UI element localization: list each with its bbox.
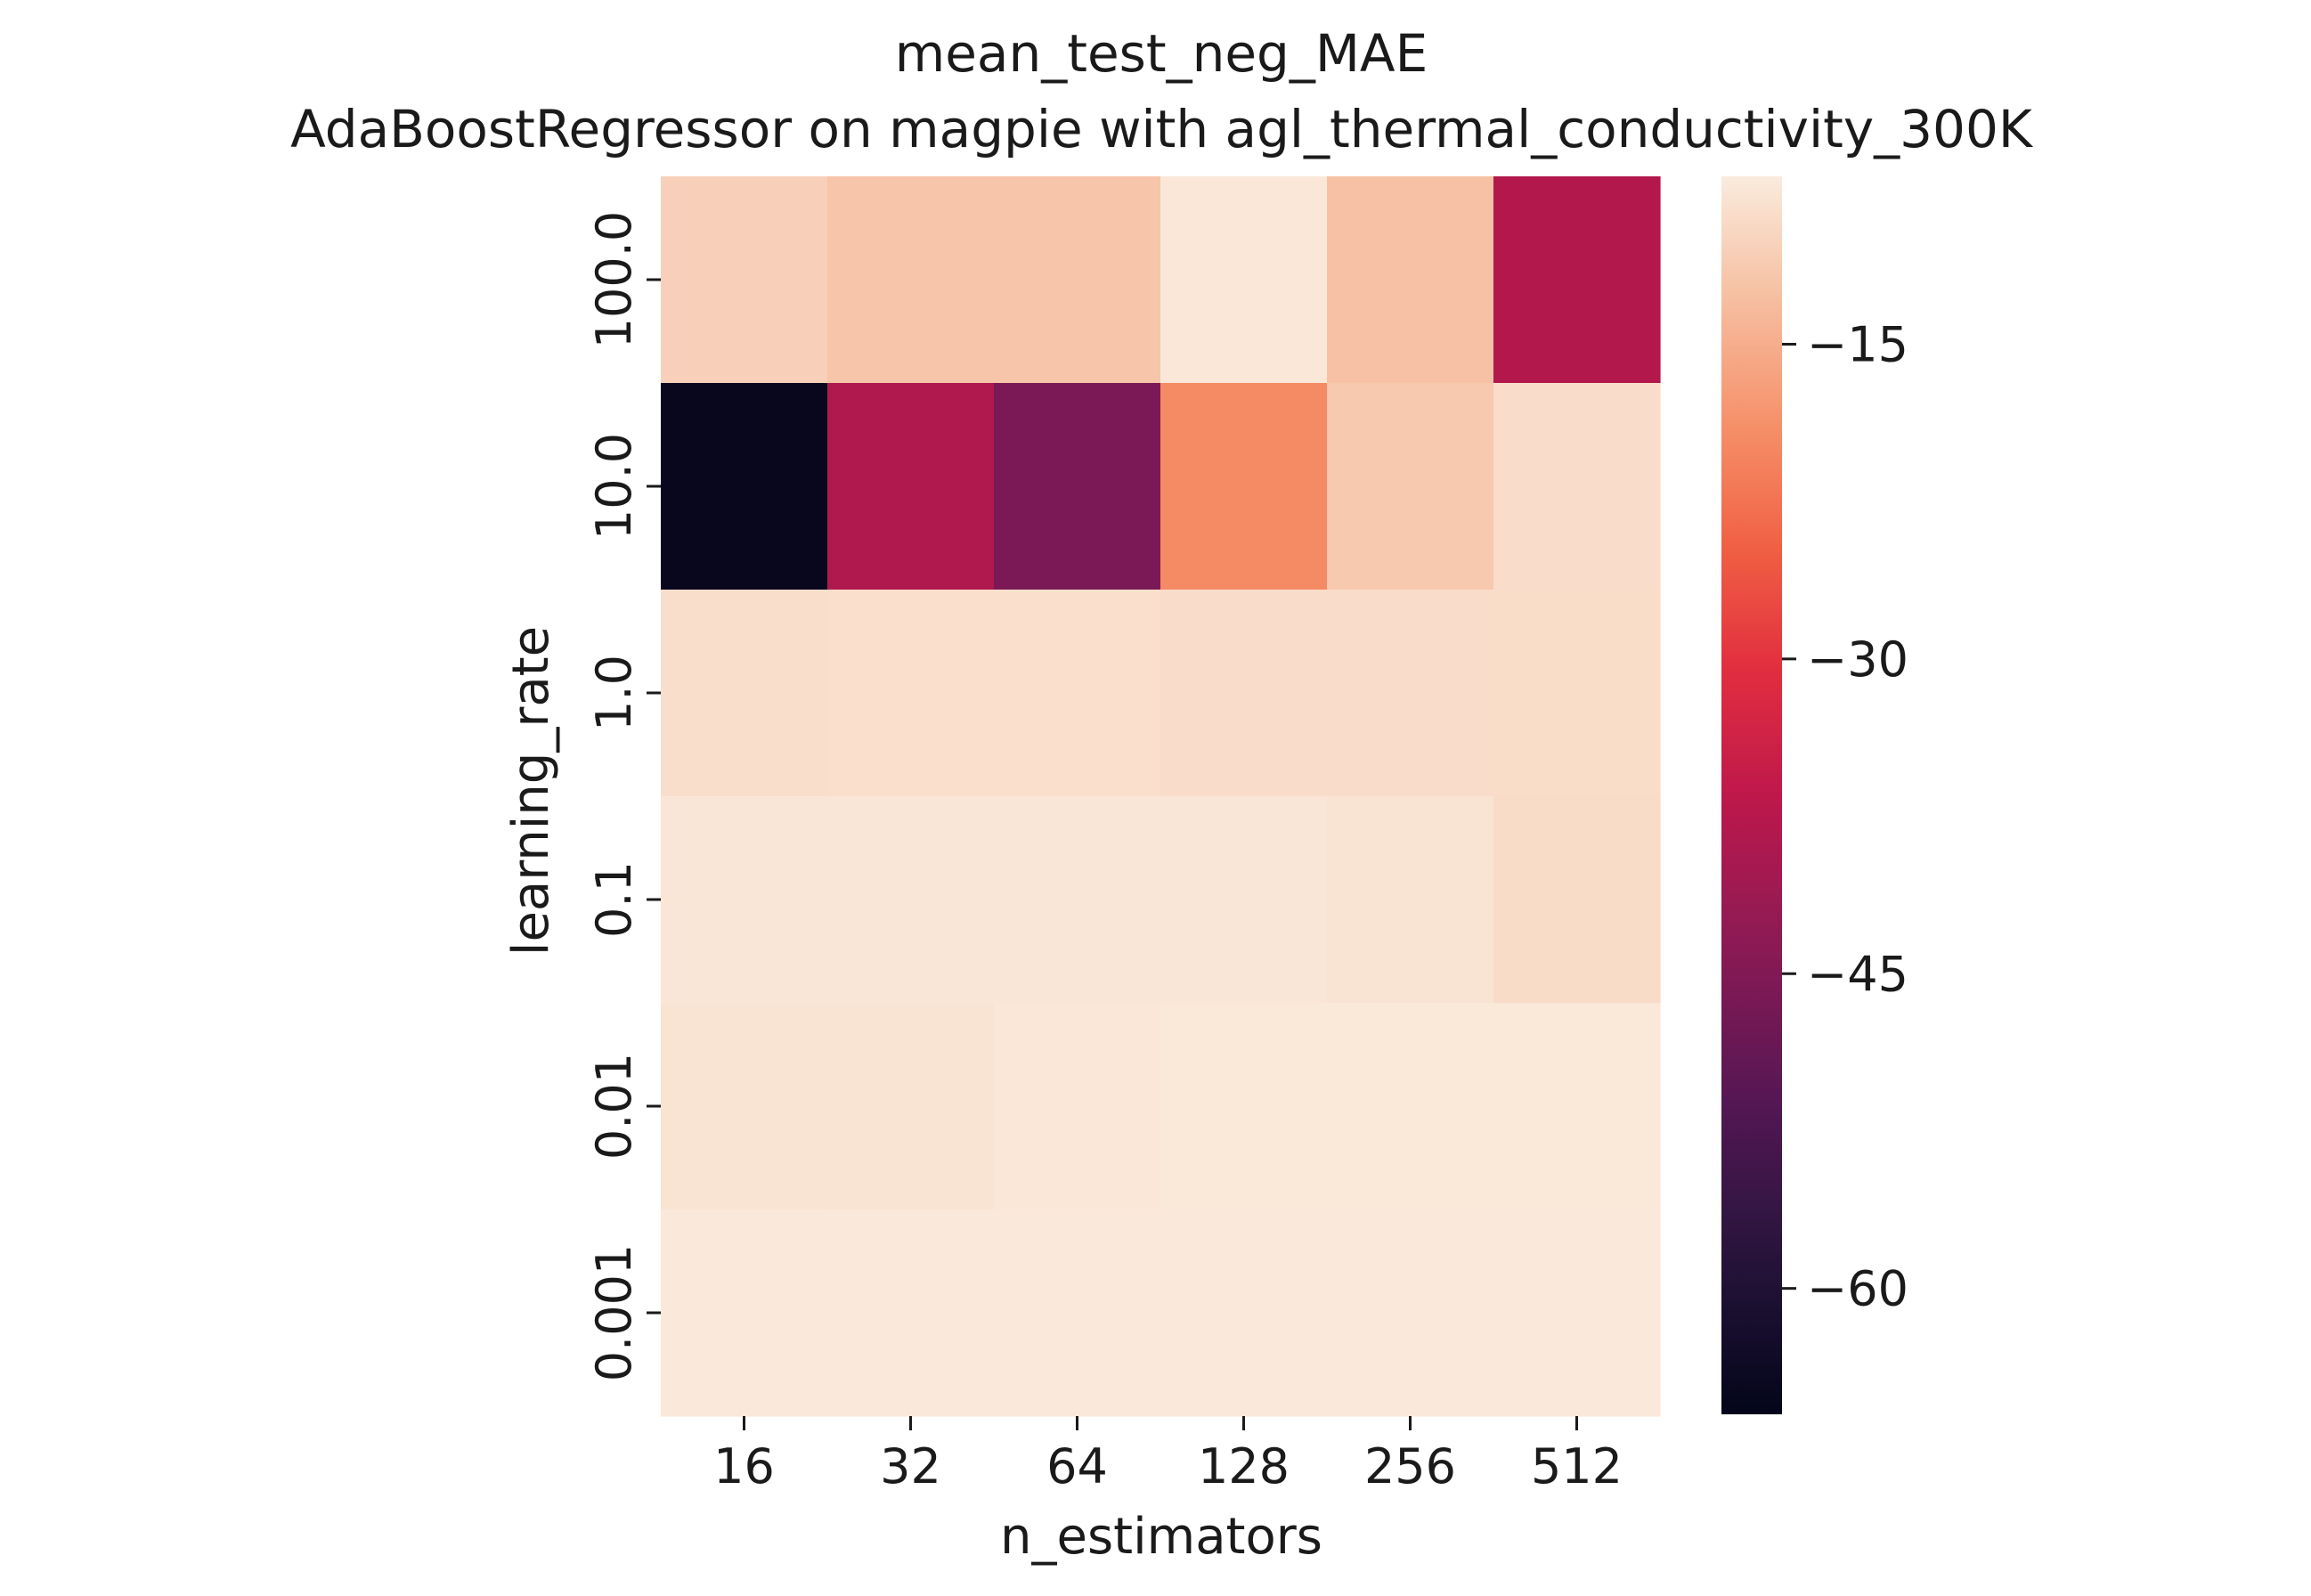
heatmap-cell [994,1003,1161,1210]
x-tick-label: 512 [1531,1438,1623,1494]
heatmap-cell [661,176,828,384]
heatmap-cell [661,796,828,1004]
y-tick-label: 1.0 [586,655,642,731]
heatmap-cell [1327,1209,1494,1417]
x-tick-label: 32 [880,1438,941,1494]
heatmap-cell [1493,1003,1661,1210]
colorbar-tick-label: −45 [1807,946,1908,1002]
heatmap-cell [1327,590,1494,797]
heatmap-cell [827,1003,995,1210]
heatmap-cell [827,176,995,384]
colorbar-ticks: −15 −30 −45 −60 [1782,316,1908,1317]
colorbar [1721,176,1782,1414]
x-axis-label: n_estimators [1000,1508,1322,1566]
heatmap-cell [994,1209,1161,1417]
heatmap-cell [1160,383,1328,590]
heatmap-cell [1327,1003,1494,1210]
chart-subtitle: AdaBoostRegressor on magpie with agl_the… [290,99,2034,159]
heatmap-cell [661,383,828,590]
heatmap-cells [661,176,1661,1417]
heatmap-cell [1160,1209,1328,1417]
heatmap-cell [827,383,995,590]
colorbar-tick-label: −60 [1807,1261,1908,1317]
heatmap-cell [1493,176,1661,384]
heatmap-cell [994,796,1161,1004]
heatmap-cell [1493,1209,1661,1417]
colorbar-tick-label: −15 [1807,316,1908,372]
colorbar-tick-label: −30 [1807,631,1908,688]
heatmap-cell [1160,796,1328,1004]
heatmap-cell [994,590,1161,797]
heatmap-cell [827,796,995,1004]
heatmap-cell [1327,176,1494,384]
heatmap-cell [661,1003,828,1210]
heatmap-cell [661,590,828,797]
heatmap-cell [827,590,995,797]
heatmap-cell [1327,796,1494,1004]
x-tick-label: 64 [1046,1438,1108,1494]
x-axis-ticks: 16 32 64 128 256 512 [713,1416,1623,1494]
y-tick-label: 0.001 [586,1244,642,1382]
y-axis-ticks: 100.0 10.0 1.0 0.1 0.01 0.001 [586,211,661,1382]
heatmap-cell [994,176,1161,384]
heatmap-cell [994,383,1161,590]
y-tick-label: 0.01 [586,1053,642,1160]
chart-title: mean_test_neg_MAE [895,23,1428,84]
y-tick-label: 100.0 [586,211,642,349]
heatmap-cell [1327,383,1494,590]
x-tick-label: 256 [1364,1438,1456,1494]
x-tick-label: 16 [713,1438,775,1494]
y-tick-label: 0.1 [586,861,642,938]
heatmap-cell [661,1209,828,1417]
heatmap-cell [1160,590,1328,797]
heatmap-cell [1160,176,1328,384]
heatmap-cell [1160,1003,1328,1210]
x-tick-label: 128 [1198,1438,1290,1494]
heatmap-cell [1493,796,1661,1004]
heatmap-cell [827,1209,995,1417]
y-axis-label: learning_rate [502,626,560,956]
heatmap-cell [1493,590,1661,797]
y-tick-label: 10.0 [586,433,642,540]
heatmap-cell [1493,383,1661,590]
